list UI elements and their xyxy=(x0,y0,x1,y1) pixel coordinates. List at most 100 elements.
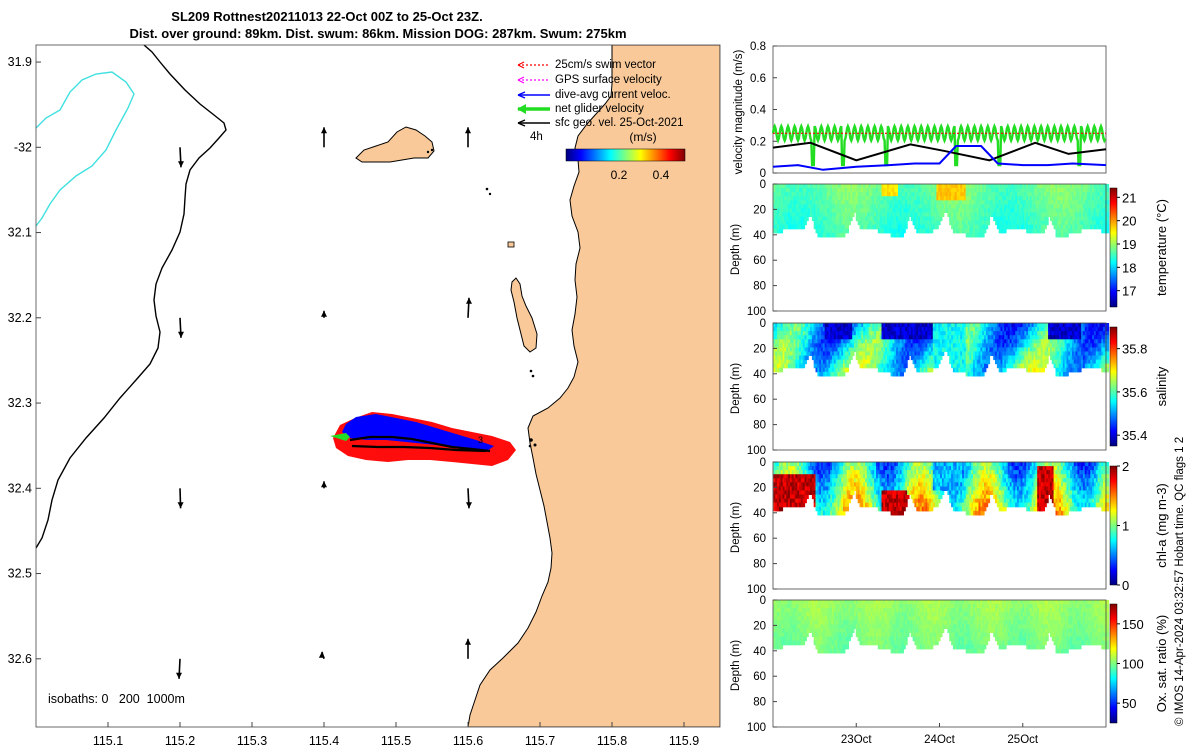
section-heat-cell xyxy=(801,364,805,369)
section-heat-cell xyxy=(904,221,908,226)
legend-label-gps: GPS surface velocity xyxy=(555,74,662,86)
section-heat-cell xyxy=(806,490,810,495)
section-heat-cell xyxy=(1105,323,1109,328)
section-heat-cell xyxy=(1105,347,1109,352)
map-x-tick-label: 115.3 xyxy=(237,734,267,748)
section-colorbar-tick-label: 20 xyxy=(1122,214,1136,229)
section-colorbar-label: salinity xyxy=(1154,366,1169,406)
section-heat-cell xyxy=(1105,188,1109,193)
section-heat-cell xyxy=(1002,229,1006,234)
section-heat-cell xyxy=(1065,372,1069,377)
section-ylabel: Depth (m) xyxy=(730,363,742,414)
section-heat-cell xyxy=(850,486,854,491)
map-colorbar-tick-0-2: 0.2 xyxy=(611,168,628,182)
section-colorbar-tick-label: 21 xyxy=(1122,190,1136,205)
section-heat-cell xyxy=(986,217,990,222)
legend-label-swim: 25cm/s swim vector xyxy=(555,59,656,71)
map-y-tick-label: 32.3 xyxy=(8,396,32,410)
section-heat-cell xyxy=(841,372,845,377)
section-heat-cell xyxy=(1077,229,1081,234)
section-heat-cell xyxy=(980,233,984,238)
map-y-tick-label: 32.1 xyxy=(8,226,32,240)
section-heat-cell xyxy=(845,229,849,234)
section-y-tick-label: 20 xyxy=(753,204,766,216)
section-colorbar xyxy=(1110,327,1117,446)
section-heat-cell xyxy=(980,372,984,377)
section-heat-cell xyxy=(1043,364,1047,369)
legend-label-sfc-geo: sfc geo. vel. 25-Oct-2021 xyxy=(555,117,683,129)
section-heat-cell xyxy=(803,499,807,504)
section-y-tick-label: 40 xyxy=(753,230,766,242)
section-heat-cell xyxy=(1105,364,1109,369)
isobath-note: isobaths: 0 200 1000m xyxy=(48,692,185,706)
section-heat-cell xyxy=(935,364,939,369)
section-heat-cell xyxy=(940,212,944,217)
section-heat-cell xyxy=(845,225,849,230)
section-heat-cell xyxy=(779,229,783,234)
section-heat-cell xyxy=(849,217,853,222)
section-heat-cell xyxy=(1105,192,1109,197)
section-y-tick-label: 60 xyxy=(753,255,766,267)
section-heat-cell xyxy=(905,356,909,361)
section-heat-cell xyxy=(902,229,906,234)
section-heat-cell xyxy=(805,495,809,500)
section-heat-cell xyxy=(845,507,849,512)
section-ylabel: Depth (m) xyxy=(730,224,742,275)
section-heat-cell xyxy=(929,229,933,234)
section-heat-cell xyxy=(900,372,904,377)
section-heat-cell xyxy=(904,364,908,369)
section-heat-cell xyxy=(904,225,908,230)
section-heat-cell xyxy=(841,511,845,516)
section-heat-cell xyxy=(806,212,810,217)
section-heat-cell xyxy=(806,351,810,356)
section-heat-cell xyxy=(1045,217,1049,222)
section-heat-cell xyxy=(850,208,854,213)
section-heat-cell xyxy=(940,351,944,356)
section-heat-cell xyxy=(936,360,940,365)
title-line-2: Dist. over ground: 89km. Dist. swum: 86k… xyxy=(129,26,626,41)
section-heat-cell xyxy=(801,225,805,230)
velocity-plot-frame xyxy=(773,46,1106,173)
velocity-y-tick-label: 0.2 xyxy=(750,136,766,148)
map-y-tick-label: 31.9 xyxy=(8,55,32,69)
section-heat-cell xyxy=(929,368,933,373)
section-heat-cell xyxy=(805,217,809,222)
section-heat-cell xyxy=(850,347,854,352)
section-heat-cell xyxy=(1045,221,1049,226)
section-y-tick-label: 0 xyxy=(760,179,766,191)
section-heat-cell xyxy=(779,368,783,373)
section-heat-cell xyxy=(986,221,990,226)
section-y-tick-label: 60 xyxy=(753,394,766,406)
section-heat-cell xyxy=(847,221,851,226)
section-heat-cell xyxy=(847,360,851,365)
section-heat-cell xyxy=(1041,368,1045,373)
section-heat-cell xyxy=(849,356,853,361)
section-heat-cell xyxy=(1105,184,1109,189)
section-heat-cell xyxy=(982,229,986,234)
carnac-island xyxy=(508,242,514,247)
section-heat-cell xyxy=(1065,233,1069,238)
legend-label-net: net glider velocity xyxy=(555,103,644,115)
section-heat-cell xyxy=(1105,208,1109,213)
section-heat-cell xyxy=(1002,368,1006,373)
section-colorbar xyxy=(1110,188,1117,307)
map-panel: 3 115.1 115.2 115.3 115.4 115.5 115.6 115.7 115… xyxy=(8,45,720,748)
map-colorbar-gradient xyxy=(566,149,685,161)
section-heat-cell xyxy=(1043,225,1047,230)
map-x-tick-label: 115.7 xyxy=(525,734,555,748)
section-heat-cell xyxy=(1105,331,1109,336)
section-colorbar-label: temperature (°C) xyxy=(1154,199,1169,296)
section-heat-cell xyxy=(988,351,992,356)
section-heat-cell xyxy=(982,368,986,373)
map-x-tick-label: 115.9 xyxy=(669,734,699,748)
velocity-panel: 00.20.40.60.8 velocity magnitude (m/s) xyxy=(733,41,1106,180)
section-heat-cell xyxy=(801,503,805,508)
section-heat-cell xyxy=(1105,351,1109,356)
section-colorbar-tick-label: 35.6 xyxy=(1122,385,1147,400)
map-y-tick-label: -32 xyxy=(14,140,32,154)
map-y-tick-label: 32.6 xyxy=(8,652,32,666)
section-heat-cell xyxy=(938,217,942,222)
section-heat-cell xyxy=(1105,343,1109,348)
section-heat-cell xyxy=(1041,229,1045,234)
